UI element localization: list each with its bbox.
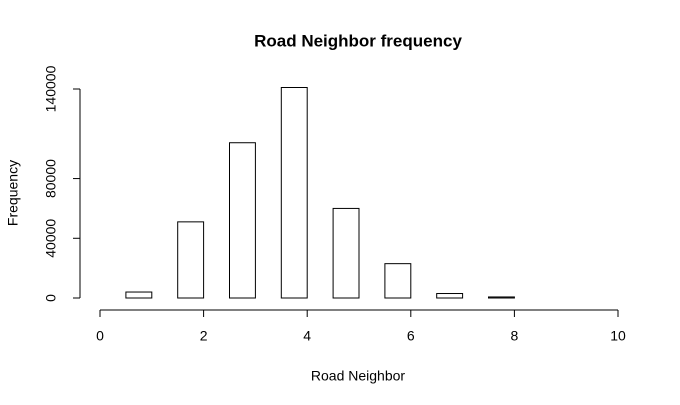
bar xyxy=(280,87,308,299)
y-tick-label: 80000 xyxy=(43,159,59,198)
y-tick-label: 140000 xyxy=(43,65,59,112)
bar xyxy=(332,207,360,299)
x-tick-label: 2 xyxy=(200,328,208,344)
y-tick-label: 0 xyxy=(43,294,59,302)
x-tick-label: 0 xyxy=(96,328,104,344)
x-tick-label: 8 xyxy=(511,328,519,344)
x-tick-label: 10 xyxy=(610,328,626,344)
bar xyxy=(488,296,515,299)
bar xyxy=(229,142,256,299)
bar xyxy=(384,263,412,299)
bar xyxy=(125,291,153,299)
y-tick-label: 40000 xyxy=(43,219,59,258)
y-axis-label: Frequency xyxy=(5,160,21,226)
bar xyxy=(436,293,464,299)
bar xyxy=(177,221,205,299)
x-axis-label: Road Neighbor xyxy=(311,368,406,384)
x-tick-label: 6 xyxy=(407,328,415,344)
x-tick-label: 4 xyxy=(303,328,311,344)
chart-title: Road Neighbor frequency xyxy=(254,31,462,50)
